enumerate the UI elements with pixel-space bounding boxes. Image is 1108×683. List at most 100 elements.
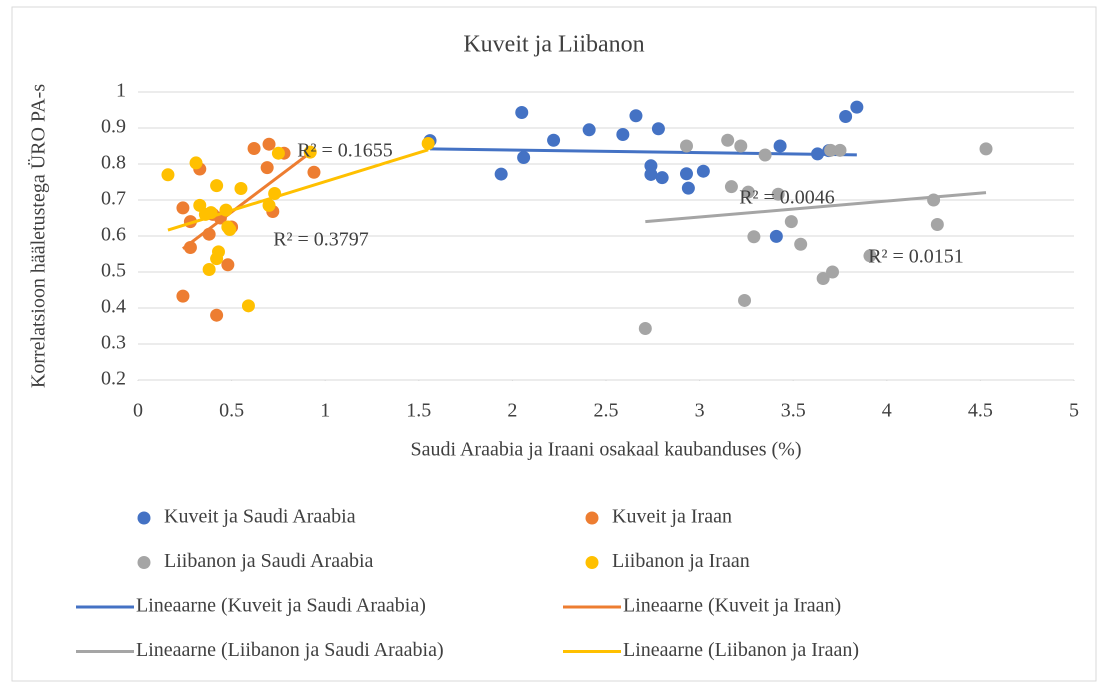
scatter-point — [547, 133, 561, 147]
x-tick-label: 2 — [507, 400, 517, 422]
scatter-point — [221, 258, 235, 272]
scatter-point — [494, 167, 508, 181]
legend-label: Liibanon ja Saudi Araabia — [164, 550, 374, 572]
scatter-point — [681, 181, 695, 195]
chart-title: Kuveit ja Liibanon — [463, 32, 644, 58]
scatter-point — [202, 262, 216, 276]
y-tick-label: 0.4 — [101, 296, 126, 318]
scatter-point — [211, 245, 225, 259]
y-tick-label: 0.9 — [101, 116, 126, 138]
scatter-point — [758, 148, 772, 162]
legend-label: Liibanon ja Iraan — [612, 550, 750, 572]
scatter-point — [850, 100, 864, 114]
legend-marker — [137, 511, 151, 525]
scatter-point — [161, 168, 175, 182]
legend-label: Lineaarne (Liibanon ja Iraan) — [623, 639, 859, 661]
r-squared-label: R² = 0.1655 — [297, 140, 393, 162]
y-tick-label: 1 — [116, 80, 126, 102]
legend-marker — [585, 556, 599, 569]
legend-marker — [137, 556, 151, 569]
scatter-point — [582, 123, 596, 137]
r-squared-label: R² = 0.0151 — [868, 246, 964, 268]
scatter-point — [747, 230, 761, 244]
scatter-point — [303, 145, 317, 159]
scatter-point — [234, 181, 248, 195]
scatter-point — [930, 217, 944, 231]
scatter-point — [247, 142, 261, 156]
scatter-point — [262, 137, 276, 151]
scatter-point — [741, 185, 755, 199]
scatter-point — [734, 139, 748, 153]
scatter-point — [863, 249, 877, 263]
trendline — [645, 191, 987, 224]
x-tick-label: 5 — [1069, 400, 1079, 422]
scatter-point — [271, 146, 285, 160]
scatter-point — [769, 229, 783, 243]
scatter-point — [629, 109, 643, 123]
scatter-point — [696, 164, 710, 178]
scatter-point — [176, 289, 190, 303]
y-tick-label: 0.7 — [101, 188, 126, 210]
legend-label: Lineaarne (Liibanon ja Saudi Araabia) — [136, 639, 444, 661]
y-tick-label: 0.6 — [101, 224, 126, 246]
scatter-point — [176, 201, 190, 215]
scatter-point — [794, 237, 808, 251]
scatter-point — [771, 187, 785, 201]
legend-label: Lineaarne (Kuveit ja Iraan) — [623, 595, 841, 617]
scatter-point — [262, 198, 276, 212]
scatter-point — [210, 308, 224, 322]
scatter-point — [638, 322, 652, 336]
scatter-point — [679, 167, 693, 181]
scatter-point — [223, 223, 237, 237]
scatter-point — [210, 179, 224, 193]
scatter-point — [679, 139, 693, 153]
trendline — [182, 148, 315, 250]
legend-label: Kuveit ja Iraan — [612, 506, 732, 528]
x-axis-label: Saudi Araabia ja Iraani osakaal kaubandu… — [411, 439, 802, 461]
scatter-point — [651, 122, 665, 136]
scatter-point — [724, 180, 738, 194]
y-tick-label: 0.3 — [101, 332, 126, 354]
x-tick-label: 4.5 — [968, 400, 993, 422]
scatter-point — [655, 171, 669, 185]
x-tick-label: 2.5 — [594, 400, 619, 422]
scatter-point — [307, 165, 321, 179]
x-tick-label: 0.5 — [219, 400, 244, 422]
scatter-point — [816, 271, 830, 285]
scatter-point — [189, 156, 203, 170]
scatter-point — [839, 109, 853, 123]
x-tick-label: 3.5 — [781, 400, 806, 422]
scatter-point — [241, 299, 255, 313]
scatter-point — [421, 136, 435, 150]
scatter-point — [721, 133, 735, 147]
x-tick-label: 1 — [320, 400, 330, 422]
y-tick-label: 0.5 — [101, 260, 126, 282]
r-squared-label: R² = 0.0046 — [739, 187, 835, 209]
legend-marker — [585, 511, 599, 525]
scatter-point — [644, 167, 658, 181]
trendline — [167, 148, 429, 232]
scatter-point — [826, 265, 840, 279]
y-axis-label: Korrelatsioon hääletustega ÜRO PA-s — [27, 84, 50, 388]
x-tick-label: 3 — [695, 400, 705, 422]
scatter-point — [824, 143, 838, 157]
scatter-point — [517, 151, 531, 165]
y-tick-label: 0.2 — [101, 368, 126, 390]
scatter-point — [773, 139, 787, 153]
x-tick-label: 4 — [882, 400, 892, 422]
y-tick-label: 0.8 — [101, 152, 126, 174]
legend-label: Lineaarne (Kuveit ja Saudi Araabia) — [136, 595, 426, 617]
r-squared-label: R² = 0.3797 — [273, 229, 369, 251]
x-tick-label: 1.5 — [406, 400, 431, 422]
scatter-point — [260, 161, 274, 175]
x-tick-label: 0 — [133, 400, 143, 422]
scatter-point — [833, 143, 847, 157]
trendline — [430, 147, 857, 157]
scatter-point — [784, 215, 798, 229]
scatter-point — [738, 293, 752, 307]
scatter-point — [616, 127, 630, 141]
scatter-point — [979, 142, 993, 156]
legend-label: Kuveit ja Saudi Araabia — [164, 506, 356, 528]
scatter-point — [515, 106, 529, 120]
